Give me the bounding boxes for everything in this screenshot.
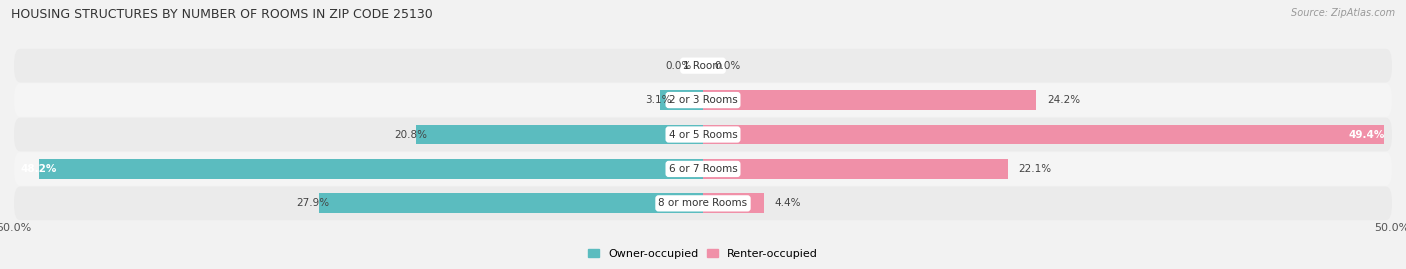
Text: 2 or 3 Rooms: 2 or 3 Rooms <box>669 95 737 105</box>
FancyBboxPatch shape <box>14 118 1392 151</box>
Bar <box>703 90 1036 110</box>
Text: 0.0%: 0.0% <box>665 61 692 71</box>
Text: 48.2%: 48.2% <box>21 164 58 174</box>
Legend: Owner-occupied, Renter-occupied: Owner-occupied, Renter-occupied <box>583 244 823 263</box>
Text: 20.8%: 20.8% <box>395 129 427 140</box>
Text: 49.4%: 49.4% <box>1348 129 1385 140</box>
Bar <box>319 193 703 213</box>
Text: 24.2%: 24.2% <box>1047 95 1081 105</box>
FancyBboxPatch shape <box>14 152 1392 186</box>
Text: 6 or 7 Rooms: 6 or 7 Rooms <box>669 164 737 174</box>
Text: 1 Room: 1 Room <box>683 61 723 71</box>
Text: Source: ZipAtlas.com: Source: ZipAtlas.com <box>1291 8 1395 18</box>
Text: 27.9%: 27.9% <box>297 198 329 208</box>
Text: 22.1%: 22.1% <box>1018 164 1052 174</box>
Bar <box>416 125 703 144</box>
Bar <box>703 125 1384 144</box>
Bar <box>703 193 763 213</box>
Text: 3.1%: 3.1% <box>645 95 671 105</box>
Bar <box>39 159 703 179</box>
Text: 4 or 5 Rooms: 4 or 5 Rooms <box>669 129 737 140</box>
FancyBboxPatch shape <box>14 186 1392 220</box>
Text: HOUSING STRUCTURES BY NUMBER OF ROOMS IN ZIP CODE 25130: HOUSING STRUCTURES BY NUMBER OF ROOMS IN… <box>11 8 433 21</box>
FancyBboxPatch shape <box>14 83 1392 117</box>
Text: 4.4%: 4.4% <box>775 198 801 208</box>
FancyBboxPatch shape <box>14 49 1392 83</box>
Text: 8 or more Rooms: 8 or more Rooms <box>658 198 748 208</box>
Text: 0.0%: 0.0% <box>714 61 741 71</box>
Bar <box>703 159 1008 179</box>
Bar <box>661 90 703 110</box>
